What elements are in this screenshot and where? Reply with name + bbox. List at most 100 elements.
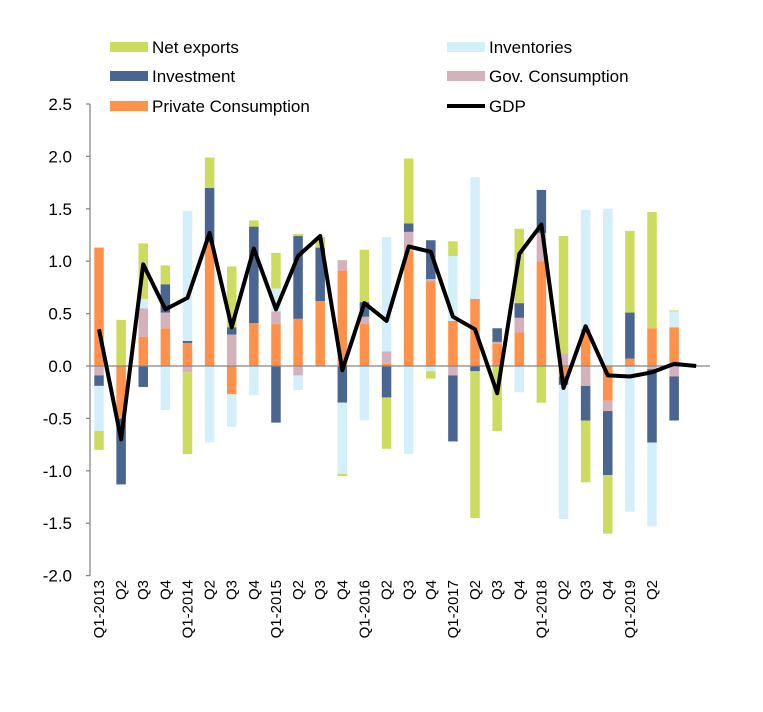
bar-private-consumption-15 [426,281,436,366]
bar-inventories-23 [603,209,613,366]
legend-swatch [447,42,485,52]
legend-swatch [447,71,485,81]
legend-swatch [110,101,148,111]
legend-swatch [110,42,148,52]
bar-gov-consumption-18 [492,342,502,344]
x-tick-label: Q3 [224,580,241,600]
legend-label: Investment [152,67,235,86]
bar-gov-consumption-0 [94,366,104,375]
bar-gov-consumption-26 [669,366,679,376]
y-tick-label: 2.0 [48,147,72,166]
bar-private-consumption-16 [448,321,458,366]
bar-investment-22 [581,386,591,421]
bar-inventories-17 [470,177,480,299]
bar-gov-consumption-16 [448,366,458,375]
bar-investment-17 [470,366,480,371]
bar-inventories-15 [426,366,436,371]
y-tick-label: 1.5 [48,200,72,219]
bar-inventories-21 [559,385,569,519]
bar-private-consumption-26 [669,327,679,366]
bar-investment-8 [271,366,281,423]
bar-private-consumption-10 [315,301,325,366]
bar-inventories-14 [404,366,414,454]
bar-net-exports-16 [448,241,458,256]
bar-inventories-7 [249,366,259,395]
bar-private-consumption-24 [625,359,635,366]
y-tick-label: -1.0 [43,462,72,481]
bar-private-consumption-2 [138,337,148,366]
bar-gov-consumption-13 [382,351,392,364]
x-tick-label: Q3 [312,580,329,600]
x-tick-label: Q2 [556,580,573,600]
bar-private-consumption-6 [227,366,237,394]
bar-private-consumption-4 [183,343,193,366]
bar-inventories-13 [382,237,392,351]
bar-inventories-0 [94,386,104,431]
x-tick-label: Q1-2013 [91,580,108,638]
x-tick-label: Q1-2016 [356,580,373,638]
bar-net-exports-24 [625,231,635,313]
legend-label: GDP [489,97,526,116]
bar-gov-consumption-2 [138,308,148,336]
x-tick-label: Q4 [334,580,351,600]
bar-private-consumption-14 [404,251,414,366]
bar-net-exports-20 [537,366,547,403]
bar-inventories-6 [227,394,237,426]
bar-inventories-5 [205,366,215,443]
bar-net-exports-1 [116,320,126,366]
x-tick-label: Q2 [379,580,396,600]
x-tick-label: Q1-2014 [179,580,196,638]
x-tick-label: Q2 [202,580,219,600]
bar-investment-7 [249,227,259,323]
x-tick-label: Q1-2017 [445,580,462,638]
bar-gov-consumption-6 [227,335,237,366]
x-tick-label: Q3 [489,580,506,600]
bar-private-consumption-3 [161,328,171,366]
bar-investment-16 [448,375,458,441]
x-tick-label: Q4 [157,580,174,600]
bar-private-consumption-19 [515,332,525,366]
bar-net-exports-13 [382,397,392,448]
y-tick-label: -2.0 [43,567,72,586]
bar-net-exports-9 [293,234,303,236]
bar-inventories-26 [669,312,679,328]
x-tick-label: Q2 [290,580,307,600]
y-tick-label: -0.5 [43,409,72,428]
bar-gov-consumption-3 [161,313,171,329]
bar-inventories-24 [625,366,635,512]
bar-gov-consumption-23 [603,401,613,411]
bar-inventories-9 [293,375,303,390]
bar-private-consumption-8 [271,324,281,366]
bar-gov-consumption-4 [183,366,193,372]
bar-net-exports-22 [581,420,591,482]
bar-private-consumption-7 [249,323,259,366]
x-tick-label: Q4 [511,580,528,600]
y-axis: 2.52.01.51.00.50.0-0.5-1.0-1.5-2.0 [43,95,90,586]
bar-gov-consumption-11 [338,260,348,270]
legend-label: Inventories [489,38,572,57]
bar-investment-2 [138,366,148,387]
x-tick-label: Q2 [467,580,484,600]
bar-investment-24 [625,313,635,359]
bar-investment-0 [94,375,104,385]
bar-gov-consumption-8 [271,312,281,325]
x-tick-label: Q1-2015 [268,580,285,638]
x-tick-label: Q1-2018 [533,580,550,638]
legend-label: Net exports [152,38,239,57]
bar-investment-25 [647,369,657,442]
bar-inventories-22 [581,210,591,329]
bar-inventories-25 [647,443,657,527]
legend-swatch [110,71,148,81]
x-tick-label: Q3 [578,580,595,600]
bar-net-exports-5 [205,157,215,187]
y-tick-label: 0.0 [48,357,72,376]
bar-net-exports-3 [161,265,171,284]
bar-net-exports-25 [647,212,657,328]
bar-investment-18 [492,328,502,342]
bar-net-exports-7 [249,220,259,226]
y-tick-label: -1.5 [43,514,72,533]
x-tick-label: Q4 [246,580,263,600]
